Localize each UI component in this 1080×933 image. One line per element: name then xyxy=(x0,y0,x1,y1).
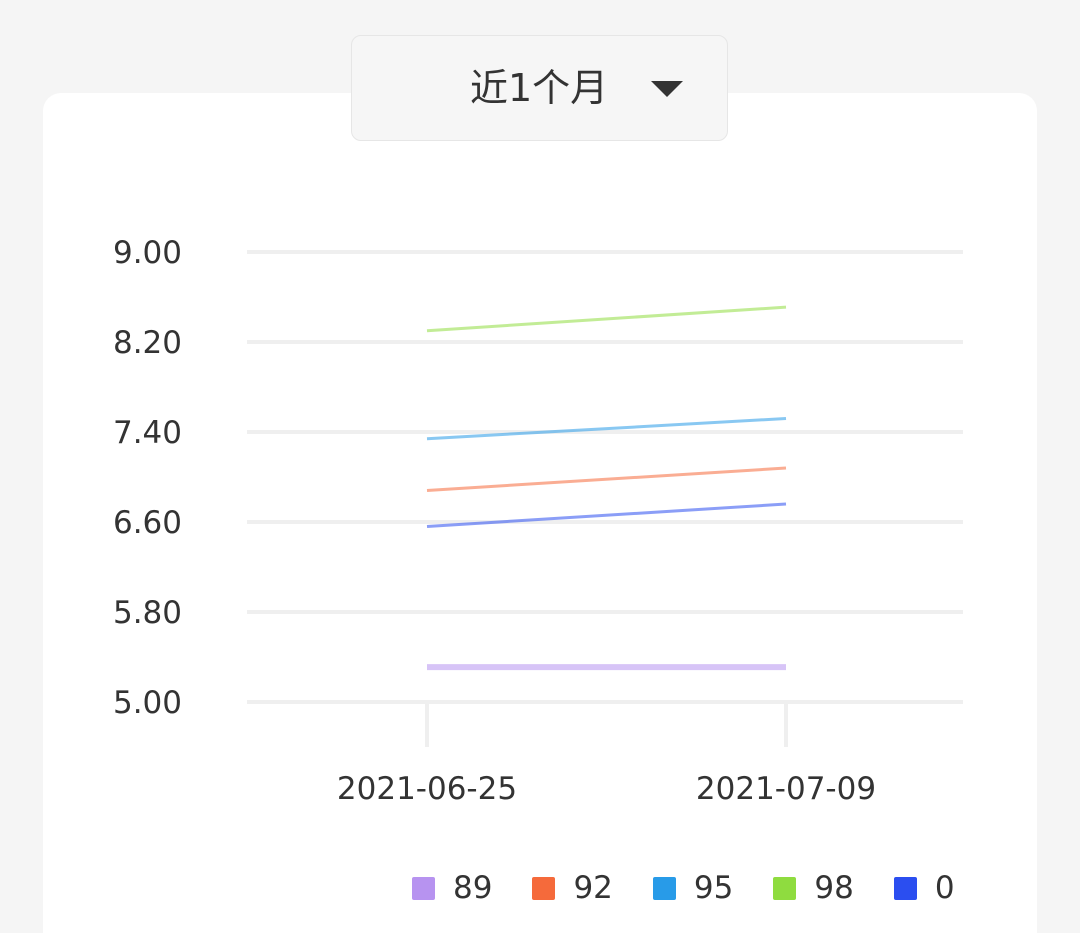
chart-card xyxy=(43,93,1037,933)
series-line-95 xyxy=(426,417,787,441)
legend-label: 89 xyxy=(453,870,493,906)
legend-label: 95 xyxy=(693,870,734,906)
y-tick-label: 5.80 xyxy=(113,595,182,631)
chart-legend: 89 92 95 98 0 xyxy=(412,866,955,910)
legend-swatch xyxy=(652,876,676,900)
y-tick-label: 6.60 xyxy=(113,505,182,541)
caret-down-icon xyxy=(651,81,683,97)
x-tick-label: 2021-06-25 xyxy=(337,771,517,807)
legend-swatch xyxy=(412,876,435,900)
time-range-dropdown[interactable]: 近1个月 xyxy=(351,35,728,141)
series-line-98 xyxy=(426,305,787,333)
series-lines xyxy=(426,305,787,671)
legend-item-89[interactable]: 89 xyxy=(412,866,492,910)
legend-item-95[interactable]: 95 xyxy=(652,866,734,910)
x-tick-label: 2021-07-09 xyxy=(696,771,876,807)
legend-label: 98 xyxy=(814,870,854,906)
legend-swatch xyxy=(893,876,917,900)
legend-swatch xyxy=(532,876,556,900)
time-range-label: 近1个月 xyxy=(470,66,609,110)
legend-item-92[interactable]: 92 xyxy=(532,866,613,910)
legend-label: 0 xyxy=(934,870,955,906)
y-tick-label: 9.00 xyxy=(113,235,182,271)
legend-label: 92 xyxy=(573,870,613,906)
legend-item-98[interactable]: 98 xyxy=(773,866,854,910)
y-tick-label: 7.40 xyxy=(113,415,182,451)
series-line-0 xyxy=(426,502,787,528)
grid-lines xyxy=(247,250,963,704)
x-axis-ticks: 2021-06-25 2021-07-09 xyxy=(337,702,876,807)
legend-item-0[interactable]: 0 xyxy=(893,866,955,910)
y-axis-ticks: 5.00 5.80 6.60 7.40 8.20 9.00 xyxy=(113,235,182,721)
y-tick-label: 5.00 xyxy=(113,685,182,721)
legend-swatch xyxy=(773,876,797,900)
y-tick-label: 8.20 xyxy=(113,325,182,361)
series-line-92 xyxy=(426,466,787,492)
